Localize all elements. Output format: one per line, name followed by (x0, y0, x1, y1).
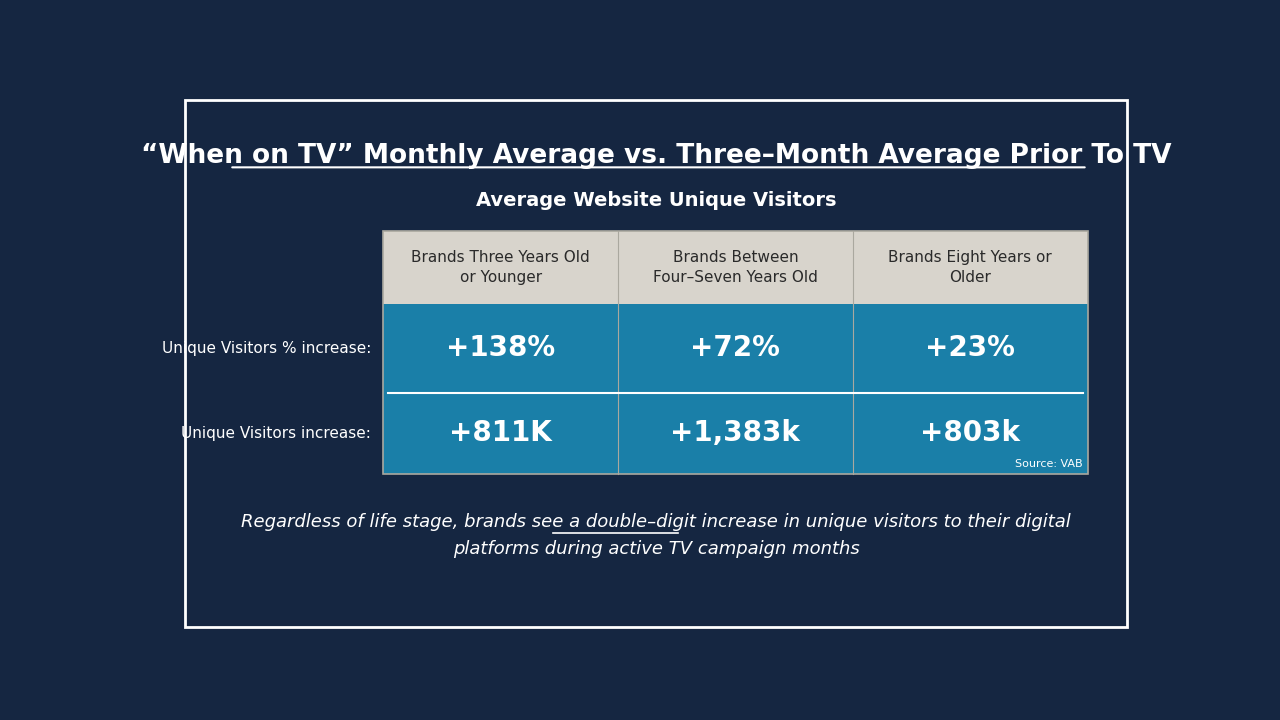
FancyBboxPatch shape (383, 230, 1088, 304)
Text: Brands Three Years Old
or Younger: Brands Three Years Old or Younger (411, 250, 590, 284)
Text: +72%: +72% (690, 334, 781, 362)
Text: Unique Visitors increase:: Unique Visitors increase: (182, 426, 371, 441)
Text: Brands Eight Years or
Older: Brands Eight Years or Older (888, 250, 1052, 284)
Text: Average Website Unique Visitors: Average Website Unique Visitors (476, 191, 836, 210)
Text: platforms during active TV campaign months: platforms during active TV campaign mont… (453, 540, 859, 558)
Text: Brands Between
Four–Seven Years Old: Brands Between Four–Seven Years Old (653, 250, 818, 284)
Text: Unique Visitors % increase:: Unique Visitors % increase: (163, 341, 371, 356)
Text: +23%: +23% (925, 334, 1015, 362)
Text: “When on TV” Monthly Average vs. Three–Month Average Prior To TV: “When on TV” Monthly Average vs. Three–M… (141, 143, 1171, 168)
FancyBboxPatch shape (383, 304, 1088, 474)
Text: +811K: +811K (449, 420, 552, 448)
Text: Source: VAB: Source: VAB (1015, 459, 1083, 469)
Text: Regardless of life stage, brands see a double–digit increase in unique visitors : Regardless of life stage, brands see a d… (241, 513, 1071, 531)
Text: +138%: +138% (445, 334, 556, 362)
Text: +1,383k: +1,383k (671, 420, 800, 448)
Text: +803k: +803k (920, 420, 1020, 448)
